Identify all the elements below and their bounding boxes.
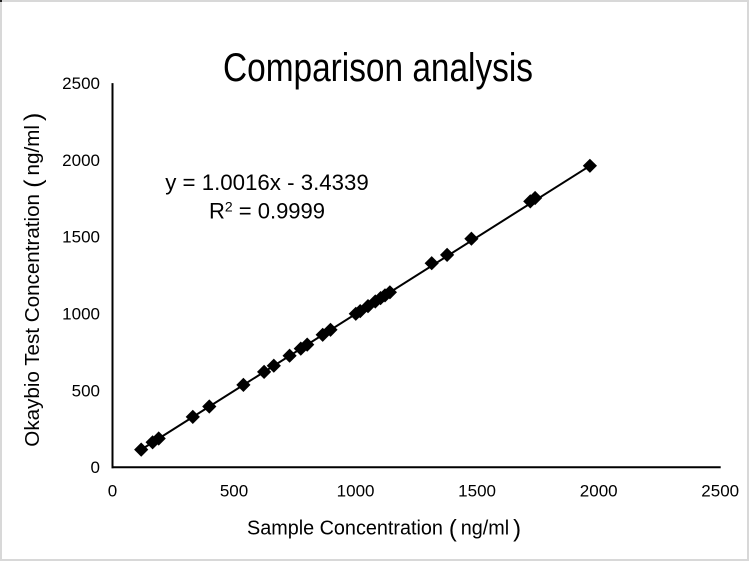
svg-text:2000: 2000 — [62, 151, 100, 170]
svg-text:Sample Concentration(ng/ml): Sample Concentration(ng/ml) — [247, 516, 521, 543]
svg-text:1500: 1500 — [62, 228, 100, 247]
svg-text:2500: 2500 — [701, 482, 739, 501]
svg-text:1000: 1000 — [62, 305, 100, 324]
svg-text:y = 1.0016x - 3.4339: y = 1.0016x - 3.4339 — [165, 170, 369, 195]
svg-text:1500: 1500 — [458, 482, 496, 501]
svg-text:0: 0 — [91, 458, 100, 477]
svg-text:Okaybio Test Concentration(ng/: Okaybio Test Concentration(ng/ml) — [20, 113, 47, 447]
svg-text:Comparison analysis: Comparison analysis — [223, 46, 533, 90]
svg-text:0: 0 — [108, 482, 117, 501]
svg-text:1000: 1000 — [337, 482, 375, 501]
svg-text:500: 500 — [220, 482, 248, 501]
svg-text:2500: 2500 — [62, 74, 100, 93]
svg-text:2000: 2000 — [580, 482, 618, 501]
svg-text:500: 500 — [72, 381, 100, 400]
